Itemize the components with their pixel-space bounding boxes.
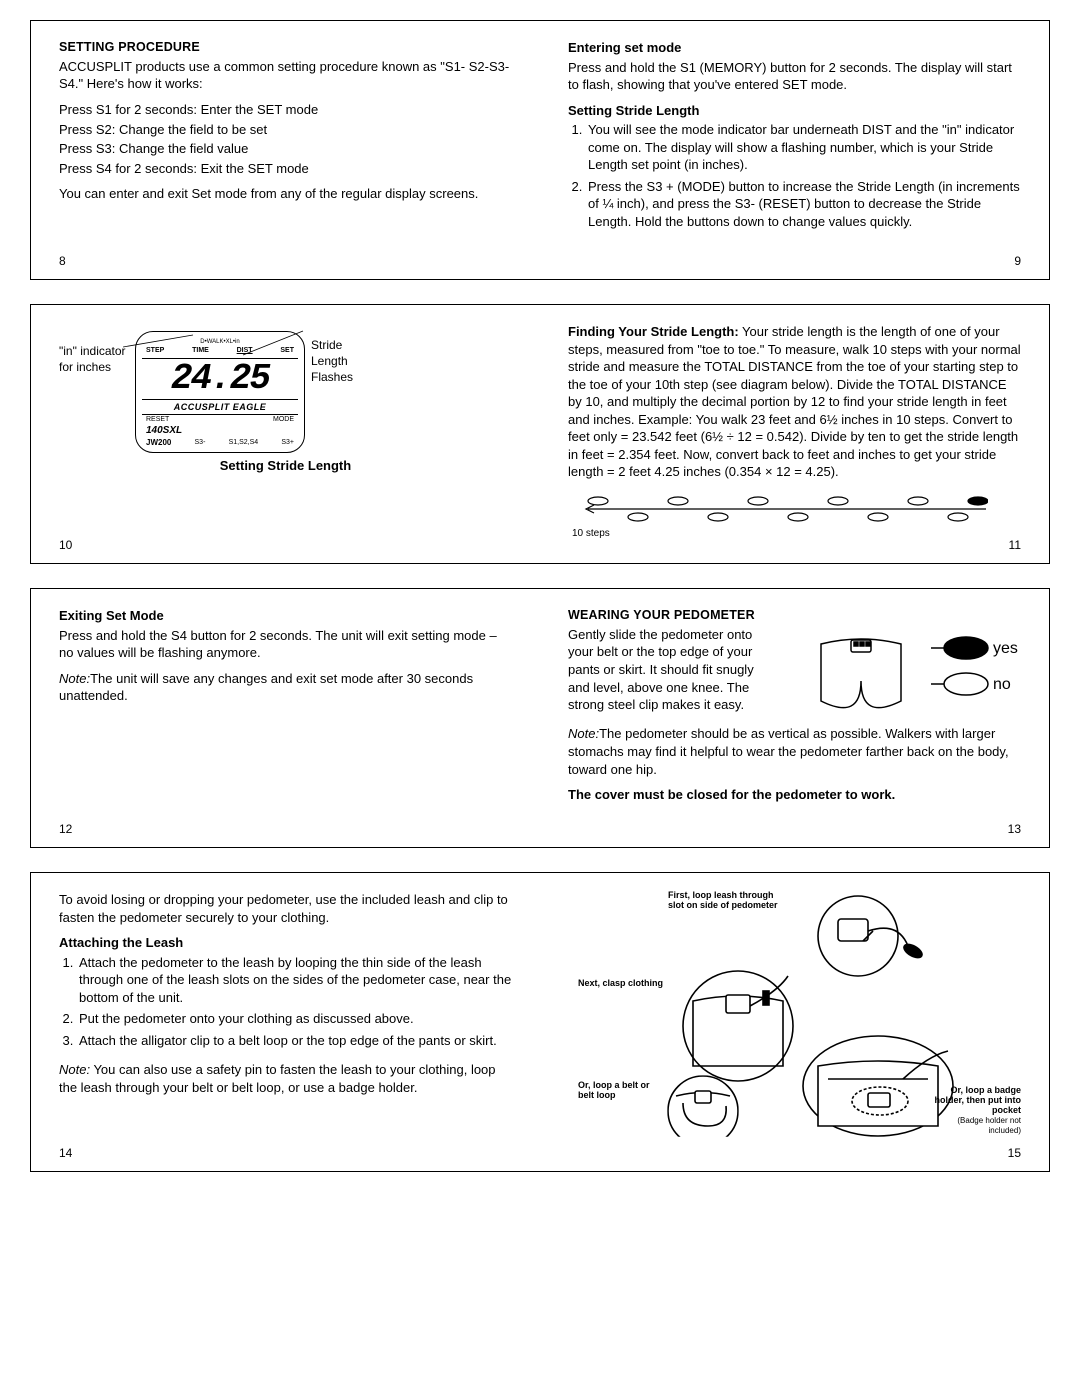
note-body: The pedometer should be as vertical as p… bbox=[568, 726, 1009, 776]
step-line: Press S3: Change the field value bbox=[59, 140, 512, 158]
body-text: To avoid losing or dropping your pedomet… bbox=[59, 891, 512, 926]
btn-s3plus: S3+ bbox=[281, 438, 294, 449]
lcd-digits: 24.25 bbox=[142, 361, 298, 397]
note-label: Note: bbox=[59, 1062, 90, 1077]
svg-text:no: no bbox=[993, 676, 1011, 693]
page-number: 12 bbox=[59, 821, 72, 837]
model-140sxl: 140SXL bbox=[146, 424, 182, 438]
body-text: Finding Your Stride Length: Your stride … bbox=[568, 323, 1021, 481]
list-item: Attach the alligator clip to a belt loop… bbox=[77, 1032, 512, 1050]
body-text: Press and hold the S1 (MEMORY) button fo… bbox=[568, 59, 1021, 94]
caption-belt-loop: Or, loop a belt or belt loop bbox=[578, 1081, 658, 1101]
heading-wearing-pedometer: WEARING YOUR PEDOMETER bbox=[568, 607, 1021, 624]
heading-finding-stride: Finding Your Stride Length: bbox=[568, 324, 739, 339]
page-number: 14 bbox=[59, 1145, 72, 1161]
heading-exiting-set-mode: Exiting Set Mode bbox=[59, 607, 512, 625]
bold-notice: The cover must be closed for the pedomet… bbox=[568, 786, 1021, 804]
note-text: Note: You can also use a safety pin to f… bbox=[59, 1061, 512, 1096]
ordered-list: Attach the pedometer to the leash by loo… bbox=[59, 954, 512, 1054]
page-number: 13 bbox=[1008, 821, 1021, 837]
heading-setting-stride-length: Setting Stride Length bbox=[568, 102, 1021, 120]
heading-entering-set-mode: Entering set mode bbox=[568, 39, 1021, 57]
page-9: Entering set mode Press and hold the S1 … bbox=[540, 21, 1049, 279]
page-8: SETTING PROCEDURE ACCUSPLIT products use… bbox=[31, 21, 540, 279]
body-text: ACCUSPLIT products use a common setting … bbox=[59, 58, 512, 93]
model-jw200: JW200 bbox=[146, 438, 171, 449]
svg-text:yes: yes bbox=[993, 640, 1018, 657]
page-number: 8 bbox=[59, 253, 66, 269]
brand-label: ACCUSPLIT EAGLE bbox=[142, 399, 298, 415]
btn-s3minus: S3- bbox=[195, 438, 206, 449]
list-item: Attach the pedometer to the leash by loo… bbox=[77, 954, 512, 1007]
caption-loop-slot: First, loop leash through slot on side o… bbox=[668, 891, 778, 911]
callout-stride-flashes: Stride Length Flashes bbox=[311, 331, 371, 386]
caption-badge-text: Or, loop a badge holder, then put into p… bbox=[935, 1085, 1022, 1115]
list-item: Press the S3 + (MODE) button to increase… bbox=[586, 178, 1021, 231]
list-item: You will see the mode indicator bar unde… bbox=[586, 121, 1021, 174]
page-15: First, loop leash through slot on side o… bbox=[540, 873, 1049, 1171]
page-number: 10 bbox=[59, 537, 72, 553]
body-text-run: Your stride length is the length of one … bbox=[568, 324, 1021, 479]
caption-clasp-clothing: Next, clasp clothing bbox=[578, 979, 678, 989]
diagram-caption: Setting Stride Length bbox=[59, 457, 512, 475]
caption-badge-holder: Or, loop a badge holder, then put into p… bbox=[926, 1086, 1021, 1135]
note-body: The unit will save any changes and exit … bbox=[59, 671, 473, 704]
heading-setting-procedure: SETTING PROCEDURE bbox=[59, 39, 512, 56]
page-14: To avoid losing or dropping your pedomet… bbox=[31, 873, 540, 1171]
spread-14-15: To avoid losing or dropping your pedomet… bbox=[30, 872, 1050, 1172]
callout-lines-icon bbox=[123, 325, 313, 361]
heading-attaching-leash: Attaching the Leash bbox=[59, 934, 512, 952]
page-number: 9 bbox=[1014, 253, 1021, 269]
reset-label: RESET bbox=[146, 415, 169, 424]
wearing-diagram: yes no bbox=[811, 626, 1021, 726]
page-10: "in" indicator for inches D•WALK•XL•in S… bbox=[31, 305, 540, 563]
note-body: You can also use a safety pin to fasten … bbox=[59, 1062, 496, 1095]
note-text: Note:The pedometer should be as vertical… bbox=[568, 725, 1021, 778]
mode-label: MODE bbox=[273, 415, 294, 424]
note-label: Note: bbox=[568, 726, 599, 741]
page-13: WEARING YOUR PEDOMETER bbox=[540, 589, 1049, 847]
btn-s1s2s4: S1,S2,S4 bbox=[229, 438, 259, 449]
body-text: Press and hold the S4 button for 2 secon… bbox=[59, 627, 512, 662]
spread-8-9: SETTING PROCEDURE ACCUSPLIT products use… bbox=[30, 20, 1050, 280]
caption-badge-note: (Badge holder not included) bbox=[957, 1116, 1021, 1135]
note-label: Note: bbox=[59, 671, 90, 686]
step-line: Press S4 for 2 seconds: Exit the SET mod… bbox=[59, 160, 512, 178]
page-12: Exiting Set Mode Press and hold the S4 b… bbox=[31, 589, 540, 847]
note-text: Note:The unit will save any changes and … bbox=[59, 670, 512, 705]
list-item: Put the pedometer onto your clothing as … bbox=[77, 1010, 512, 1028]
spread-12-13: Exiting Set Mode Press and hold the S4 b… bbox=[30, 588, 1050, 848]
spread-10-11: "in" indicator for inches D•WALK•XL•in S… bbox=[30, 304, 1050, 564]
step-line: Press S2: Change the field to be set bbox=[59, 121, 512, 139]
page-11: Finding Your Stride Length: Your stride … bbox=[540, 305, 1049, 563]
leash-diagram: First, loop leash through slot on side o… bbox=[568, 891, 1021, 1141]
body-text: Gently slide the pedometer onto your bel… bbox=[568, 626, 768, 714]
callout-in-indicator: "in" indicator for inches bbox=[59, 331, 129, 375]
footsteps-diagram: 10 steps bbox=[568, 493, 1021, 541]
page-number: 15 bbox=[1008, 1145, 1021, 1161]
page-number: 11 bbox=[1009, 537, 1021, 553]
ordered-list: You will see the mode indicator bar unde… bbox=[568, 121, 1021, 234]
step-line: Press S1 for 2 seconds: Enter the SET mo… bbox=[59, 101, 512, 119]
body-text: You can enter and exit Set mode from any… bbox=[59, 185, 512, 203]
